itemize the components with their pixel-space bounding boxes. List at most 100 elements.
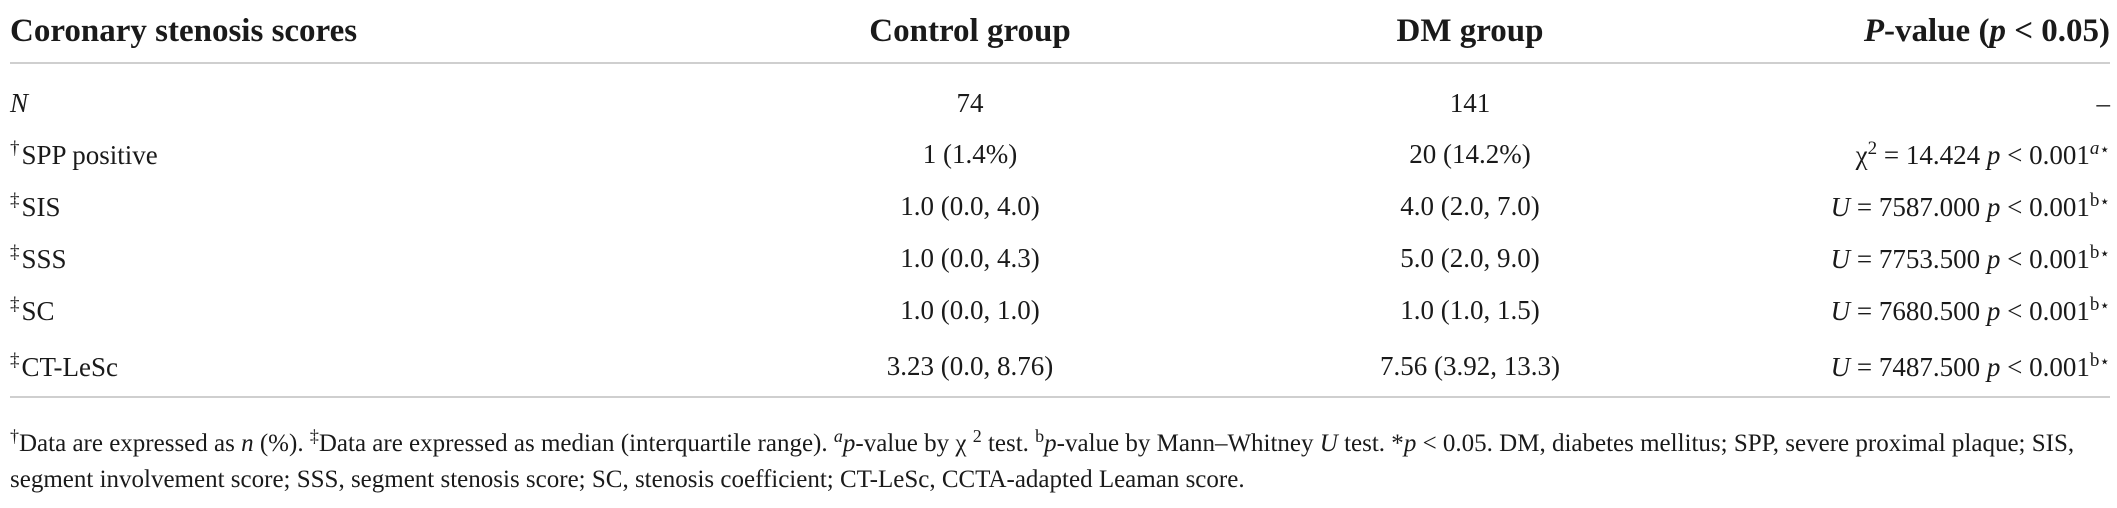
p-letter: p — [1986, 243, 2001, 274]
double-dagger-marker: ‡ — [10, 293, 20, 315]
footnote-italic: p — [1403, 430, 1417, 457]
stat-value: = 14.424 — [1877, 139, 1987, 170]
stat-value: = 7487.500 — [1850, 351, 1987, 382]
footnote-sup: b — [2089, 241, 2100, 263]
control-value: 74 — [956, 87, 984, 118]
double-dagger-marker: ‡ — [309, 426, 319, 446]
footnote-italic: U — [1319, 430, 1338, 457]
header-control-group: Control group — [720, 0, 1220, 64]
header-dm-group: DM group — [1220, 0, 1720, 64]
control-value: 1.0 (0.0, 1.0) — [900, 294, 1040, 325]
footnote-italic: p — [1044, 430, 1057, 457]
footnote-text: test. — [981, 430, 1036, 457]
row-label-cell: ‡CT-LeSc — [10, 336, 720, 398]
row-label-cell: ‡SIS — [10, 180, 720, 232]
chi-square-sup: 2 — [1867, 137, 1878, 159]
control-value: 1.0 (0.0, 4.3) — [900, 242, 1040, 273]
u-stat-letter: U — [1830, 351, 1851, 382]
dagger-marker: † — [10, 137, 20, 159]
header-p-value: P-value (p < 0.05) — [1720, 0, 2110, 64]
p-letter: p — [1986, 295, 2001, 326]
table-row: ‡SC 1.0 (0.0, 1.0) 1.0 (1.0, 1.5) U = 76… — [10, 284, 2110, 336]
significance-star: ⋆ — [2099, 351, 2110, 371]
stenosis-scores-table: Coronary stenosis scores Control group D… — [10, 0, 2110, 398]
footnote-text: Data are expressed as — [19, 430, 242, 457]
significance-star: ⋆ — [2099, 191, 2110, 211]
footnote-sup: b — [2089, 189, 2100, 211]
row-label: CT-LeSc — [21, 351, 119, 382]
p-value-cell: χ2 = 14.424 p < 0.001a⋆ — [1720, 128, 2110, 180]
dm-value: 1.0 (1.0, 1.5) — [1400, 294, 1540, 325]
p-value-cell: U = 7753.500 p < 0.001b⋆ — [1720, 232, 2110, 284]
p-letter: p — [1986, 351, 2001, 382]
footnote-text: (%). — [253, 430, 310, 457]
dm-value: 20 (14.2%) — [1409, 138, 1531, 169]
row-label: N — [10, 87, 29, 118]
control-value: 3.23 (0.0, 8.76) — [720, 336, 1220, 398]
table-row: ‡SSS 1.0 (0.0, 4.3) 5.0 (2.0, 9.0) U = 7… — [10, 232, 2110, 284]
header-p-rest: -value ( — [1884, 12, 1990, 49]
p-letter: p — [1986, 191, 2001, 222]
dagger-marker: † — [10, 426, 19, 446]
row-label-cell: ‡SSS — [10, 232, 720, 284]
table-body: N 74 141 – †SPP positive 1 (1.4%) 20 (14… — [10, 63, 2110, 398]
row-label-cell: ‡SC — [10, 284, 720, 336]
significance-star: ⋆ — [2099, 243, 2110, 263]
u-stat-letter: U — [1830, 243, 1851, 274]
footnote-text: -value by χ — [855, 430, 973, 457]
footnote-sup: a — [2089, 137, 2100, 159]
double-dagger-marker: ‡ — [10, 189, 20, 211]
control-value: 1.0 (0.0, 4.0) — [900, 190, 1040, 221]
footnote-sup: b — [1035, 426, 1045, 446]
header-p-italic-2: p — [1989, 12, 2006, 49]
row-label: SPP positive — [21, 139, 158, 170]
table-row: ‡SIS 1.0 (0.0, 4.0) 4.0 (2.0, 7.0) U = 7… — [10, 180, 2110, 232]
double-dagger-marker: ‡ — [10, 349, 20, 371]
row-label: SC — [21, 295, 55, 326]
footnote-text: < 0.05. DM, diabetes mellitus; SPP, seve… — [10, 430, 2075, 493]
header-row: Coronary stenosis scores Control group D… — [10, 0, 2110, 64]
table-row: N 74 141 – — [10, 63, 2110, 128]
footnote-text: Data are expressed as median (interquart… — [318, 430, 834, 457]
p-text: < 0.001 — [2000, 191, 2090, 222]
p-value-cell: U = 7680.500 p < 0.001b⋆ — [1720, 284, 2110, 336]
p-value-cell: U = 7487.500 p < 0.001b⋆ — [1720, 336, 2110, 398]
footnote-sup: 2 — [972, 426, 982, 446]
table-row: ‡CT-LeSc 3.23 (0.0, 8.76) 7.56 (3.92, 13… — [10, 336, 2110, 398]
header-p-tail: < 0.05) — [2005, 12, 2110, 49]
dm-value: 5.0 (2.0, 9.0) — [1400, 242, 1540, 273]
header-p-italic: P — [1863, 12, 1885, 49]
u-stat-letter: U — [1830, 295, 1851, 326]
row-label: SIS — [21, 191, 61, 222]
row-label: SSS — [21, 243, 67, 274]
double-dagger-marker: ‡ — [10, 241, 20, 263]
footnote-text: test. * — [1337, 430, 1404, 457]
dm-value: 4.0 (2.0, 7.0) — [1400, 190, 1540, 221]
p-text: < 0.001 — [2000, 243, 2090, 274]
footnote-italic: p — [842, 430, 856, 457]
stat-value: = 7753.500 — [1850, 243, 1987, 274]
u-stat-letter: U — [1830, 191, 1851, 222]
control-value: 1 (1.4%) — [922, 138, 1018, 169]
dm-value: 141 — [1449, 87, 1491, 118]
significance-star: ⋆ — [2099, 295, 2110, 315]
p-letter: p — [1986, 139, 2001, 170]
table-footnote: †Data are expressed as n (%). ‡Data are … — [10, 418, 2110, 498]
footnote-sup: a — [833, 426, 843, 446]
table-header: Coronary stenosis scores Control group D… — [10, 0, 2110, 64]
dm-value: 7.56 (3.92, 13.3) — [1220, 336, 1720, 398]
chi-symbol: χ — [1855, 139, 1868, 170]
p-text: < 0.001 — [2000, 139, 2090, 170]
footnote-sup: b — [2089, 293, 2100, 315]
stat-value: = 7587.000 — [1850, 191, 1987, 222]
table-row: †SPP positive 1 (1.4%) 20 (14.2%) χ2 = 1… — [10, 128, 2110, 180]
p-text: < 0.001 — [2000, 351, 2090, 382]
header-scores: Coronary stenosis scores — [10, 0, 720, 64]
footnote-sup: b — [2089, 349, 2100, 371]
p-text: < 0.001 — [2000, 295, 2090, 326]
p-value-cell: U = 7587.000 p < 0.001b⋆ — [1720, 180, 2110, 232]
row-label-cell: †SPP positive — [10, 128, 720, 180]
footnote-italic: n — [241, 430, 254, 457]
significance-star: ⋆ — [2099, 139, 2110, 159]
